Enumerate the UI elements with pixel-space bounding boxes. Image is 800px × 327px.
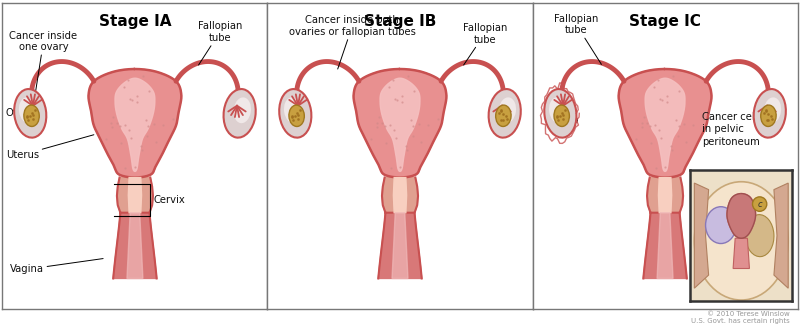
Polygon shape xyxy=(643,213,687,279)
Ellipse shape xyxy=(498,97,516,123)
Polygon shape xyxy=(647,178,683,213)
Ellipse shape xyxy=(544,89,577,138)
Polygon shape xyxy=(382,178,418,213)
Ellipse shape xyxy=(761,105,776,127)
Ellipse shape xyxy=(753,197,766,211)
Text: Stage IA: Stage IA xyxy=(98,14,171,29)
Text: Ovary: Ovary xyxy=(5,108,35,132)
Ellipse shape xyxy=(489,89,521,138)
Text: b: b xyxy=(752,113,758,122)
Ellipse shape xyxy=(279,89,311,138)
Ellipse shape xyxy=(19,97,36,123)
Ellipse shape xyxy=(223,89,256,138)
Ellipse shape xyxy=(554,105,570,127)
Text: Cervix: Cervix xyxy=(154,195,186,205)
Text: Cancer cells
in pelvic
peritoneum: Cancer cells in pelvic peritoneum xyxy=(702,112,763,146)
Ellipse shape xyxy=(24,105,39,127)
Polygon shape xyxy=(392,213,408,279)
Text: Stage IC: Stage IC xyxy=(629,14,701,29)
Text: c: c xyxy=(758,199,762,209)
Ellipse shape xyxy=(706,207,736,244)
Polygon shape xyxy=(380,78,420,171)
Polygon shape xyxy=(378,213,422,279)
Ellipse shape xyxy=(14,89,46,138)
Polygon shape xyxy=(618,69,711,178)
Ellipse shape xyxy=(694,182,788,300)
Ellipse shape xyxy=(289,105,304,127)
Ellipse shape xyxy=(496,105,511,127)
Polygon shape xyxy=(115,78,155,171)
Polygon shape xyxy=(113,213,157,279)
Polygon shape xyxy=(694,183,709,288)
Text: Stage IB: Stage IB xyxy=(364,14,436,29)
Text: Cancer inside
one ovary: Cancer inside one ovary xyxy=(10,31,78,126)
Ellipse shape xyxy=(234,97,251,123)
Polygon shape xyxy=(733,238,750,268)
Polygon shape xyxy=(127,213,143,279)
Text: Vagina: Vagina xyxy=(10,259,103,274)
Polygon shape xyxy=(117,178,153,213)
Ellipse shape xyxy=(549,97,566,123)
Ellipse shape xyxy=(754,89,786,138)
Polygon shape xyxy=(394,178,406,213)
Text: Fallopian
tube: Fallopian tube xyxy=(198,21,242,65)
Polygon shape xyxy=(727,194,755,238)
Text: Uterus: Uterus xyxy=(6,135,94,160)
Text: Fallopian
tube: Fallopian tube xyxy=(554,14,602,64)
Polygon shape xyxy=(128,178,142,213)
Polygon shape xyxy=(658,178,672,213)
Polygon shape xyxy=(354,69,446,178)
Text: Fallopian
tube: Fallopian tube xyxy=(462,23,507,65)
Polygon shape xyxy=(774,183,788,288)
Text: © 2010 Terese Winslow
U.S. Govt. has certain rights: © 2010 Terese Winslow U.S. Govt. has cer… xyxy=(691,311,790,324)
Ellipse shape xyxy=(746,215,774,257)
Ellipse shape xyxy=(764,97,781,123)
Text: Cancer inside both
ovaries or fallopian tubes: Cancer inside both ovaries or fallopian … xyxy=(289,15,416,69)
Polygon shape xyxy=(89,69,182,178)
Polygon shape xyxy=(645,78,685,171)
Text: a: a xyxy=(572,116,578,126)
Polygon shape xyxy=(657,213,673,279)
Ellipse shape xyxy=(284,97,302,123)
